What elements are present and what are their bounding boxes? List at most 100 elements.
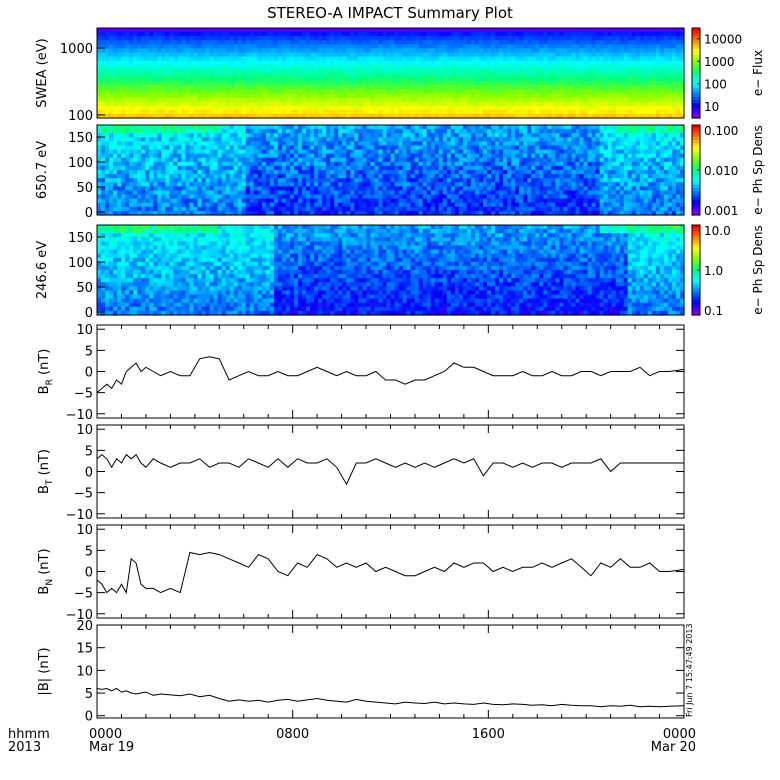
spectrogram-cell	[249, 190, 255, 196]
spectrogram-cell	[438, 105, 444, 111]
spectrogram-cell	[137, 149, 142, 155]
spectrogram-cell	[129, 77, 134, 82]
spectrogram-cell	[555, 48, 560, 54]
spectrogram-cell	[503, 109, 508, 115]
spectrogram-cell	[157, 190, 162, 196]
spectrogram-cell	[105, 157, 110, 163]
spectrogram-cell	[281, 85, 287, 90]
spectrogram-cell	[366, 210, 371, 216]
spectrogram-cell	[671, 113, 677, 119]
spectrogram-cell	[374, 68, 380, 74]
spectrogram-cell	[587, 68, 593, 74]
spectrogram-cell	[326, 36, 331, 41]
spectrogram-cell	[161, 202, 166, 208]
spectrogram-cell	[213, 77, 219, 82]
spectrogram-cell	[289, 174, 295, 179]
spectrogram-cell	[507, 105, 512, 111]
spectrogram-cell	[145, 170, 150, 175]
spectrogram-cell	[298, 113, 303, 119]
spectrogram-cell	[358, 52, 363, 58]
spectrogram-cell	[302, 161, 307, 167]
spectrogram-cell	[675, 101, 681, 107]
spectrogram-cell	[535, 36, 540, 41]
spectrogram-cell	[398, 44, 404, 50]
spectrogram-cell	[366, 52, 371, 58]
spectrogram-cell	[109, 133, 114, 138]
spectrogram-cell	[370, 202, 376, 208]
spectrogram-cell	[334, 113, 339, 119]
spectrogram-cell	[358, 36, 363, 41]
spectrogram-cell	[169, 161, 174, 167]
spectrogram-cell	[410, 52, 416, 58]
spectrogram-cell	[241, 165, 247, 171]
spectrogram-cell	[330, 48, 335, 54]
spectrogram-cell	[137, 73, 142, 78]
spectrogram-cell	[655, 77, 661, 82]
spectrogram-cell	[519, 48, 524, 54]
spectrogram-cell	[233, 93, 239, 99]
spectrogram-cell	[125, 165, 130, 171]
spectrogram-cell	[201, 129, 207, 134]
spectrogram-cell	[181, 48, 187, 54]
spectrogram-cell	[414, 113, 420, 119]
spectrogram-cell	[330, 194, 335, 200]
spectrogram-cell	[478, 109, 484, 115]
spectrogram-cell	[209, 165, 215, 171]
spectrogram-cell	[615, 36, 621, 41]
spectrogram-cell	[197, 198, 203, 204]
spectrogram-cell	[627, 89, 633, 95]
spectrogram-cell	[358, 182, 363, 187]
spectrogram-cell	[330, 190, 335, 196]
spectrogram-cell	[113, 157, 118, 163]
spectrogram-cell	[370, 133, 376, 138]
spectrogram-cell	[503, 73, 508, 78]
spectrogram-cell	[671, 28, 677, 33]
spectrogram-cell	[342, 68, 347, 74]
spectrogram-cell	[237, 52, 243, 58]
colorbar-segment	[692, 31, 700, 35]
spectrogram-cell	[418, 28, 424, 33]
spectrogram-cell	[635, 28, 641, 33]
spectrogram-cell	[185, 32, 191, 37]
spectrogram-cell	[599, 28, 605, 33]
spectrogram-cell	[185, 44, 191, 50]
spectrogram-cell	[221, 153, 227, 159]
spectrogram-cell	[145, 105, 150, 111]
spectrogram-cell	[141, 153, 146, 159]
spectrogram-cell	[237, 174, 243, 179]
spectrogram-cell	[121, 194, 126, 200]
spectrogram-cell	[575, 81, 581, 86]
spectrogram-cell	[374, 210, 380, 216]
spectrogram-cell	[639, 105, 645, 111]
spectrogram-cell	[362, 182, 367, 187]
spectrogram-cell	[229, 85, 235, 90]
spectrogram-cell	[277, 113, 283, 119]
spectrogram-cell	[671, 44, 677, 50]
spectrogram-cell	[101, 97, 106, 103]
spectrogram-cell	[491, 36, 496, 41]
spectrogram-cell	[209, 170, 215, 175]
spectrogram-cell	[229, 194, 235, 200]
spectrogram-cell	[366, 40, 371, 45]
spectrogram-cell	[261, 129, 267, 134]
spectrogram-cell	[269, 198, 275, 204]
spectrogram-cell	[97, 174, 102, 179]
spectrogram-cell	[249, 170, 255, 175]
spectrogram-cell	[125, 109, 130, 115]
spectrogram-cell	[157, 28, 162, 33]
spectrogram-cell	[213, 141, 219, 147]
spectrogram-cell	[265, 48, 271, 54]
spectrogram-cell	[595, 73, 601, 78]
spectrogram-cell	[390, 129, 396, 134]
spectrogram-cell	[458, 73, 464, 78]
spectrogram-cell	[253, 178, 259, 183]
spectrogram-cell	[169, 73, 174, 78]
spectrogram-cell	[269, 97, 275, 103]
spectrogram-cell	[153, 145, 158, 151]
spectrogram-cell	[571, 85, 577, 90]
colorbar-segment	[692, 67, 700, 71]
spectrogram-cell	[635, 52, 641, 58]
spectrogram-cell	[543, 97, 548, 103]
spectrogram-cell	[217, 105, 223, 111]
spectrogram-cell	[535, 56, 540, 62]
